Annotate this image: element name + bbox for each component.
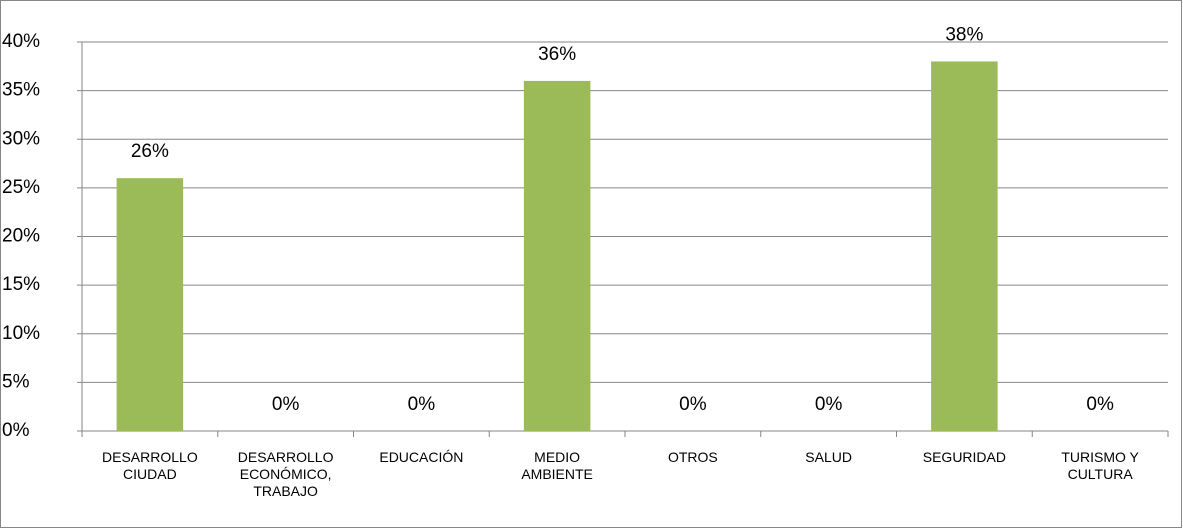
y-tick-label: 5% [2, 371, 30, 392]
x-tick-label: TURISMO Y CULTURA [1061, 449, 1139, 482]
y-tick-label: 35% [2, 80, 40, 101]
data-label: 38% [945, 24, 983, 45]
data-label: 0% [272, 394, 300, 415]
bar [931, 61, 998, 431]
y-tick-label: 20% [2, 226, 40, 247]
data-label: 0% [815, 394, 843, 415]
data-label: 0% [1086, 394, 1114, 415]
data-label: 26% [131, 141, 169, 162]
y-tick-label: 10% [2, 323, 40, 344]
y-tick-label: 0% [2, 420, 30, 441]
x-tick-label: MEDIO AMBIENTE [521, 449, 593, 482]
y-tick-label: 25% [2, 177, 40, 198]
data-label: 0% [679, 394, 707, 415]
x-tick-label: DESARROLLO CIUDAD [102, 449, 198, 482]
x-tick-label: SEGURIDAD [922, 449, 1006, 465]
y-tick-label: 30% [2, 128, 40, 149]
bar [523, 80, 591, 432]
data-label: 36% [538, 44, 576, 65]
y-tick-label: 40% [2, 31, 40, 52]
data-label: 0% [408, 394, 436, 415]
x-tick-label: EDUCACIÓN [379, 449, 464, 465]
bar [116, 178, 184, 431]
y-tick-label: 15% [2, 274, 40, 295]
x-tick-label: SALUD [805, 449, 852, 465]
x-tick-label: DESARROLLO ECONÓMICO, TRABAJO [237, 449, 334, 499]
x-tick-label: OTROS [667, 449, 718, 465]
